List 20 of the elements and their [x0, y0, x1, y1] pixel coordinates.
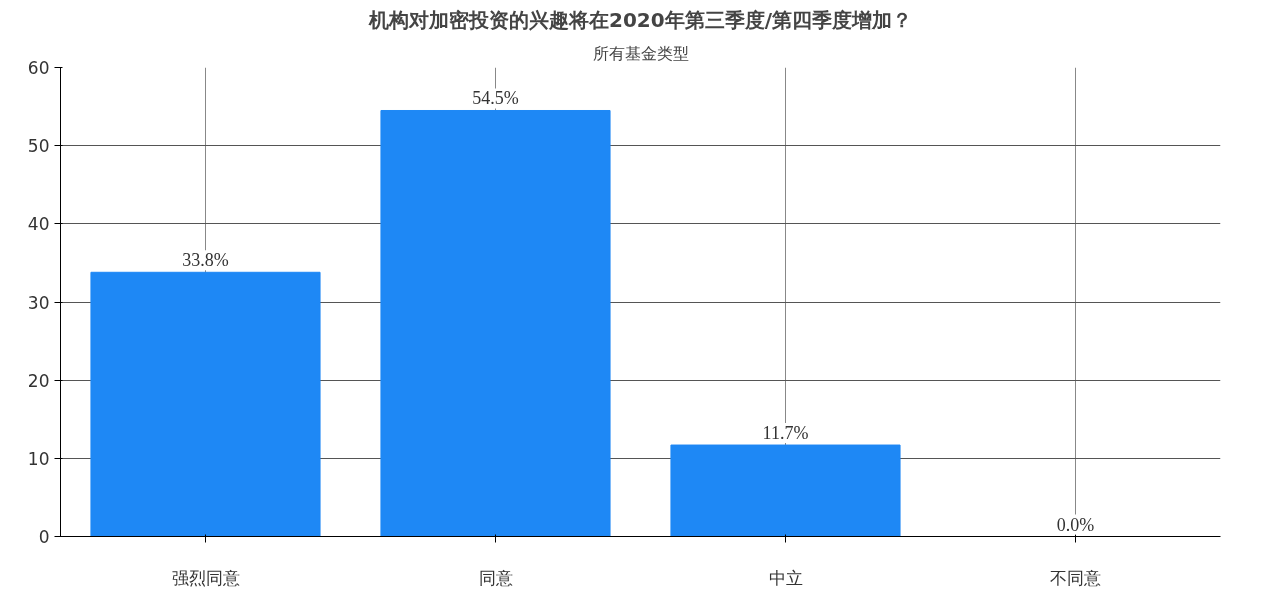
- y-tick-label: 0: [38, 527, 50, 547]
- bar: [90, 271, 321, 537]
- y-tick-label: 20: [27, 370, 50, 391]
- chart-title: 机构对加密投资的兴趣将在2020年第三季度/第四季度增加？: [368, 7, 912, 32]
- y-tick-label: 10: [27, 448, 50, 469]
- y-tick-label: 40: [27, 214, 50, 235]
- data-label: 0.0%: [1056, 514, 1095, 535]
- data-label: 54.5%: [472, 88, 519, 109]
- y-tick-label: 50: [27, 136, 50, 157]
- chart-subtitle: 所有基金类型: [592, 43, 689, 63]
- bar: [380, 109, 611, 537]
- y-tick-label: 60: [27, 58, 50, 78]
- y-tick-label: 30: [27, 292, 50, 313]
- x-tick-label: 同意: [478, 567, 513, 588]
- x-tick-label: 强烈同意: [171, 567, 240, 588]
- bar: [670, 444, 901, 537]
- x-tick-label: 中立: [768, 567, 803, 588]
- data-label: 11.7%: [762, 423, 809, 444]
- data-label: 33.8%: [182, 250, 229, 271]
- x-tick-label: 不同意: [1050, 567, 1101, 588]
